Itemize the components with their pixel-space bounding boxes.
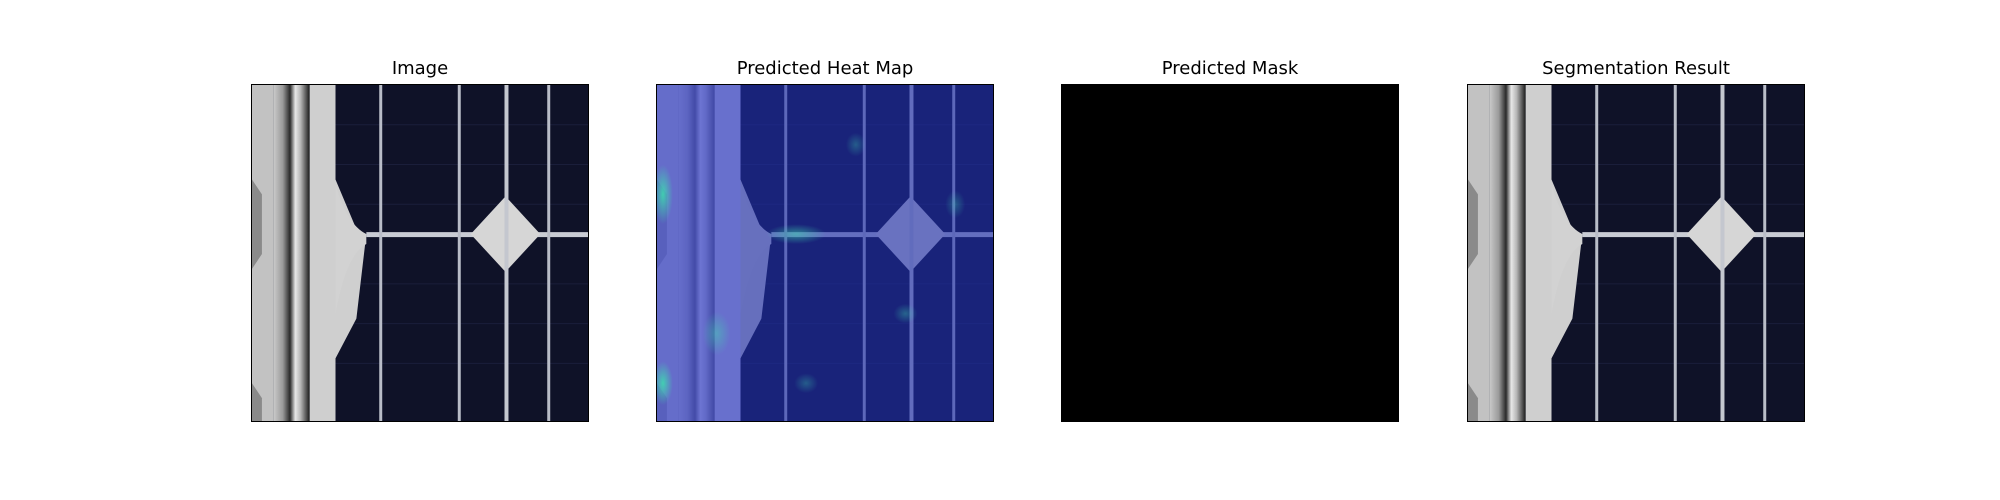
mask-panel [1061, 84, 1399, 422]
panel-title-mask: Predicted Mask [1161, 58, 1299, 79]
segmentation-result-icon [1468, 85, 1804, 421]
panel-title-image: Image [391, 58, 449, 79]
panel-title-heat-map: Predicted Heat Map [736, 58, 914, 79]
segmentation-panel [1467, 84, 1805, 422]
solar-cell-photo-icon [252, 85, 588, 421]
panel-title-segmentation: Segmentation Result [1542, 58, 1730, 79]
heat-map-panel [656, 84, 994, 422]
heatmap-overlay-icon [657, 85, 993, 421]
image-panel [251, 84, 589, 422]
binary-mask-icon [1062, 85, 1398, 421]
